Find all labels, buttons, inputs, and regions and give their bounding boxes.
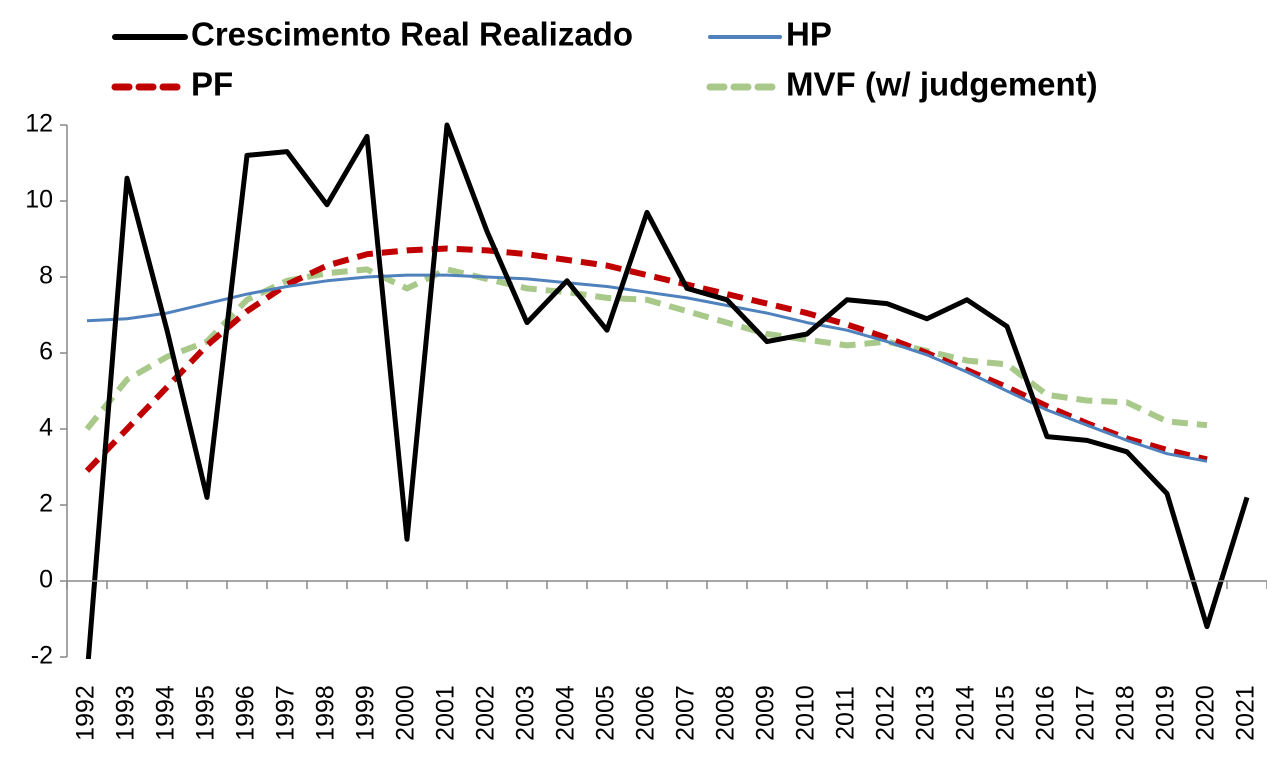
x-tick-label: 2021 bbox=[1232, 685, 1260, 741]
x-tick-label: 2015 bbox=[992, 685, 1020, 741]
x-tick-label: 2001 bbox=[432, 685, 460, 741]
x-tick-label: 1998 bbox=[312, 685, 340, 741]
y-tick-label: 12 bbox=[25, 110, 53, 138]
x-tick-label: 2010 bbox=[792, 685, 820, 741]
legend-label: PF bbox=[191, 66, 233, 103]
x-tick-label: 2008 bbox=[712, 685, 740, 741]
series-line bbox=[84, 266, 1208, 431]
x-tick-label: 1995 bbox=[192, 685, 220, 741]
x-tick-label: 2019 bbox=[1152, 685, 1180, 741]
x-tick-label: 1999 bbox=[352, 685, 380, 741]
x-tick-label: 2012 bbox=[872, 685, 900, 741]
x-tick-label: 2014 bbox=[952, 685, 980, 741]
plot-area bbox=[84, 122, 1250, 659]
y-tick-label: 8 bbox=[39, 262, 53, 290]
y-tick-label: -2 bbox=[31, 642, 53, 670]
legend-label: HP bbox=[786, 16, 832, 53]
x-tick-label: 2016 bbox=[1032, 685, 1060, 741]
y-tick-label: 4 bbox=[39, 414, 53, 442]
x-tick-label: 2013 bbox=[912, 685, 940, 741]
x-tick-label: 2000 bbox=[392, 685, 420, 741]
x-tick-label: 2011 bbox=[832, 686, 860, 740]
x-tick-label: 1992 bbox=[72, 685, 100, 741]
x-tick-label: 2018 bbox=[1112, 685, 1140, 741]
x-tick-label: 2009 bbox=[752, 685, 780, 741]
x-tick-label: 1996 bbox=[232, 685, 260, 741]
x-tick-label: 2004 bbox=[552, 685, 580, 741]
x-tick-label: 2002 bbox=[472, 685, 500, 741]
x-tick-label: 2017 bbox=[1072, 685, 1100, 741]
legend-label: Crescimento Real Realizado bbox=[191, 16, 633, 53]
x-tick-label: 2003 bbox=[512, 685, 540, 741]
x-tick-label: 2006 bbox=[632, 685, 660, 741]
y-tick-label: 0 bbox=[39, 566, 53, 594]
series-line bbox=[85, 122, 1250, 659]
legend-label: MVF (w/ judgement) bbox=[786, 66, 1098, 103]
x-tick-label: 2020 bbox=[1192, 685, 1220, 741]
x-tick-label: 1994 bbox=[152, 685, 180, 741]
y-tick-label: 6 bbox=[39, 338, 53, 366]
y-tick-label: 2 bbox=[39, 490, 53, 518]
series-line bbox=[84, 245, 1208, 473]
series-line bbox=[86, 273, 1208, 463]
y-tick-label: 10 bbox=[25, 186, 53, 214]
x-tick-label: 1993 bbox=[112, 685, 140, 741]
x-tick-label: 1997 bbox=[272, 685, 300, 741]
x-tick-label: 2005 bbox=[592, 685, 620, 741]
x-tick-label: 2007 bbox=[672, 685, 700, 741]
